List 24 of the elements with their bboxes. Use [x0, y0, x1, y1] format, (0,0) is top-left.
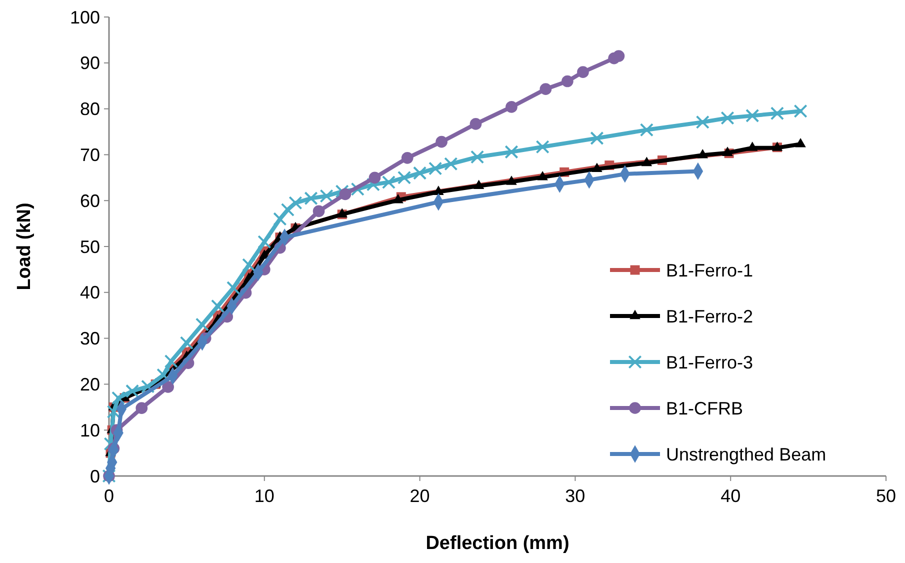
- legend-label: B1-CFRB: [666, 398, 744, 418]
- x-tick-label: 10: [254, 486, 274, 506]
- y-tick-label: 40: [80, 282, 100, 303]
- x-tick-label: 40: [720, 486, 741, 506]
- y-tick-label: 10: [80, 420, 100, 440]
- y-tick-label: 100: [70, 7, 100, 28]
- y-tick-label: 50: [80, 236, 100, 257]
- legend-label: B1-Ferro-3: [666, 352, 754, 372]
- y-tick-label: 90: [80, 53, 100, 74]
- y-tick-label: 30: [80, 328, 100, 349]
- legend-label: B1-Ferro-1: [666, 260, 754, 280]
- x-tick-label: 30: [565, 486, 586, 506]
- y-tick-label: 60: [80, 190, 100, 211]
- legend-label: Unstrengthed Beam: [666, 444, 826, 464]
- x-axis-title: Deflection (mm): [426, 533, 570, 554]
- y-tick-label: 0: [90, 466, 100, 486]
- y-tick-label: 70: [80, 145, 100, 165]
- x-tick-label: 20: [410, 486, 430, 506]
- legend-label: B1-Ferro-2: [666, 306, 754, 326]
- x-tick-label: 50: [876, 486, 896, 506]
- y-axis-title: Load (kN): [14, 202, 35, 290]
- x-tick-label: 0: [104, 486, 114, 506]
- y-tick-label: 20: [80, 374, 100, 394]
- y-tick-label: 80: [80, 99, 100, 120]
